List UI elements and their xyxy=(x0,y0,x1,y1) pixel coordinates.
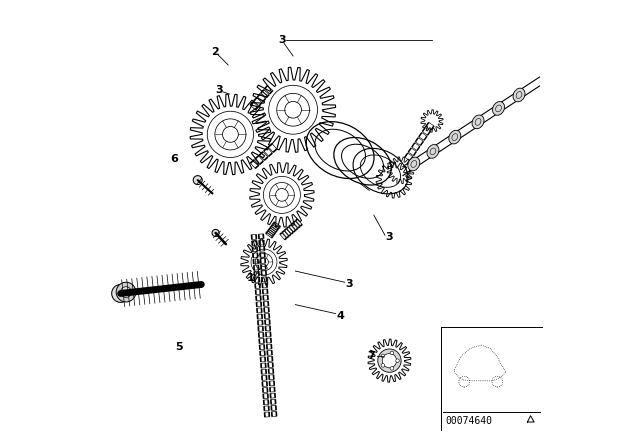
Ellipse shape xyxy=(472,115,484,129)
Circle shape xyxy=(212,229,220,237)
Ellipse shape xyxy=(408,157,420,171)
Text: 6: 6 xyxy=(170,154,179,164)
Text: 3: 3 xyxy=(346,280,353,289)
Circle shape xyxy=(193,176,202,185)
Text: 3: 3 xyxy=(386,233,393,242)
Text: 00074640: 00074640 xyxy=(445,416,492,426)
Ellipse shape xyxy=(513,88,525,102)
Text: 1: 1 xyxy=(246,273,255,283)
Text: 2: 2 xyxy=(211,47,219,56)
Circle shape xyxy=(381,364,385,367)
Text: 4: 4 xyxy=(336,311,344,321)
Ellipse shape xyxy=(427,145,439,158)
Circle shape xyxy=(382,353,397,368)
Circle shape xyxy=(390,366,394,370)
Circle shape xyxy=(121,287,131,297)
Text: 3: 3 xyxy=(216,85,223,95)
Text: 3: 3 xyxy=(278,35,285,45)
Circle shape xyxy=(381,354,385,358)
Circle shape xyxy=(396,359,399,362)
Ellipse shape xyxy=(449,130,461,144)
Text: 7: 7 xyxy=(367,351,376,361)
Circle shape xyxy=(112,284,130,302)
Circle shape xyxy=(390,351,394,355)
Ellipse shape xyxy=(493,102,504,115)
Circle shape xyxy=(116,282,136,302)
Circle shape xyxy=(378,349,401,372)
Text: 5: 5 xyxy=(175,342,182,352)
